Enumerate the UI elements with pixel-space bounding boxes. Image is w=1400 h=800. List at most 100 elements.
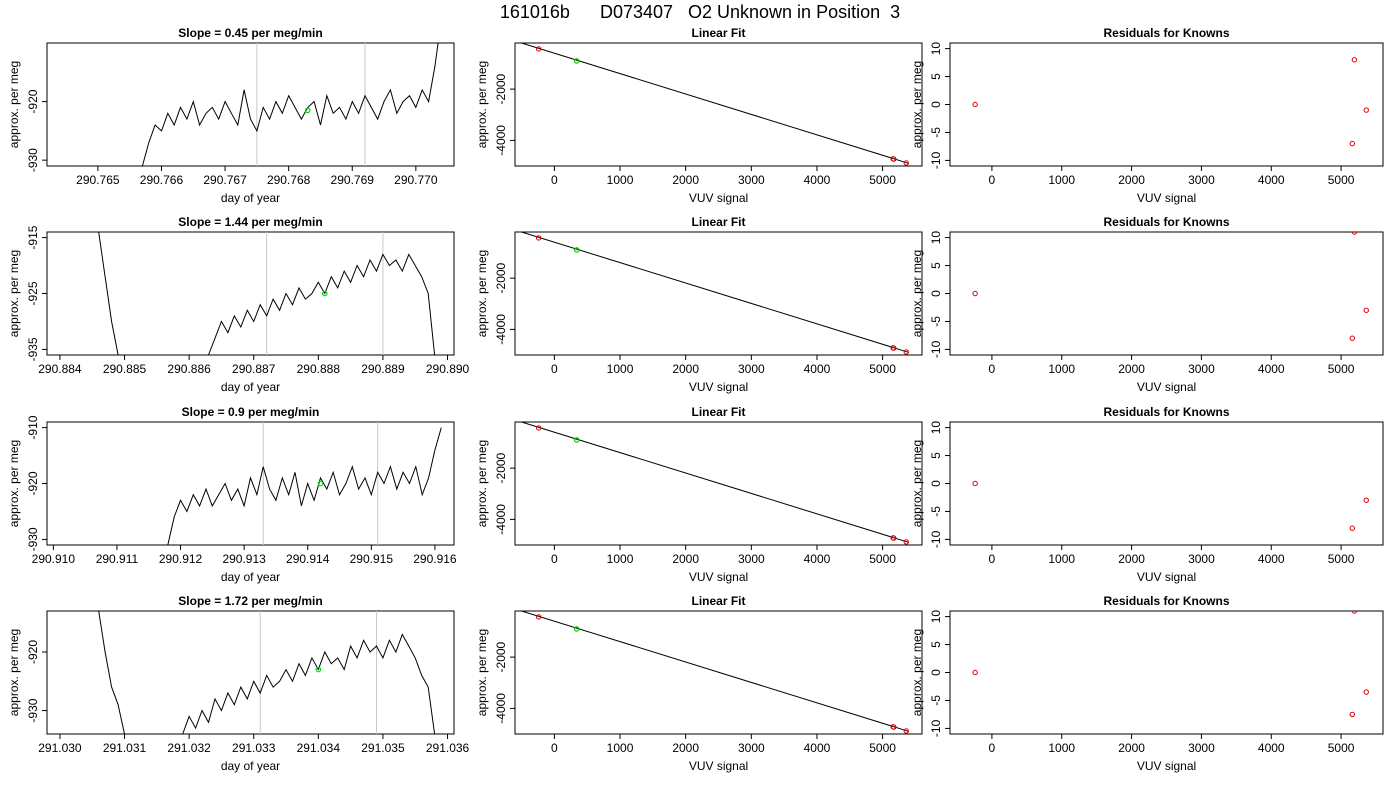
- y-tick-label: -10: [929, 530, 943, 548]
- x-tick-label: 290.910: [32, 552, 76, 566]
- data-line: [167, 427, 442, 545]
- plot-frame: [514, 610, 923, 735]
- y-tick-label: 5: [929, 73, 943, 80]
- unknown-point: [573, 247, 580, 253]
- y-tick-label: -2000: [494, 452, 508, 483]
- y-tick-label: 0: [929, 101, 943, 108]
- known-point: [903, 539, 909, 545]
- x-tick-label: 290.913: [222, 552, 266, 566]
- x-tick-label: 0: [989, 741, 996, 755]
- x-tick-label: 290.911: [96, 552, 139, 566]
- x-axis-label: day of year: [221, 380, 280, 394]
- x-tick-label: 290.890: [426, 362, 470, 376]
- x-tick-label: 1000: [1048, 362, 1075, 376]
- x-tick-label: 3000: [738, 741, 765, 755]
- x-tick-label: 4000: [1258, 552, 1285, 566]
- y-tick-label: -930: [26, 698, 40, 722]
- x-tick-label: 1000: [1048, 741, 1075, 755]
- y-axis-label: approx. per meg: [7, 629, 21, 716]
- x-axis-label: day of year: [221, 759, 280, 773]
- x-tick-label: 5000: [1328, 362, 1355, 376]
- x-tick-label: 290.885: [103, 362, 147, 376]
- fit-line: [521, 232, 910, 353]
- x-tick-label: 290.770: [394, 173, 438, 187]
- x-axis-label: VUV signal: [689, 570, 748, 584]
- unknown-point: [573, 626, 580, 632]
- x-axis-label: day of year: [221, 191, 280, 205]
- plot-panel-residuals-0: [945, 42, 1384, 171]
- residual-point: [972, 290, 978, 297]
- panel-title: Residuals for Knowns: [1103, 215, 1229, 229]
- x-tick-label: 3000: [1188, 173, 1215, 187]
- mean-marker: [321, 290, 328, 297]
- y-tick-label: -5: [929, 127, 943, 138]
- x-tick-label: 1000: [607, 173, 634, 187]
- x-tick-label: 5000: [1328, 741, 1355, 755]
- plot-frame: [949, 421, 1384, 546]
- fit-line: [521, 43, 910, 164]
- mean-marker: [315, 666, 322, 673]
- y-tick-label: -5: [929, 506, 943, 517]
- panel-title: Slope = 0.9 per meg/min: [182, 405, 320, 419]
- x-tick-label: 1000: [607, 741, 634, 755]
- panel-title: Residuals for Knowns: [1103, 26, 1229, 40]
- panel-title: Linear Fit: [691, 215, 745, 229]
- x-tick-label: 290.768: [267, 173, 311, 187]
- residual-point: [1351, 611, 1358, 614]
- x-tick-label: 1000: [607, 362, 634, 376]
- x-tick-label: 3000: [1188, 362, 1215, 376]
- x-axis-label: VUV signal: [1137, 759, 1196, 773]
- y-axis-label: approx. per meg: [7, 440, 21, 527]
- x-tick-label: 3000: [1188, 552, 1215, 566]
- plot-frame: [514, 421, 923, 546]
- x-tick-label: 291.034: [297, 741, 341, 755]
- residual-point: [1363, 497, 1369, 503]
- y-tick-label: -915: [26, 225, 40, 249]
- x-tick-label: 2000: [672, 552, 699, 566]
- x-tick-label: 0: [551, 362, 558, 376]
- x-tick-label: 0: [551, 552, 558, 566]
- known-point: [903, 728, 909, 734]
- panel-title: Linear Fit: [691, 594, 745, 608]
- x-tick-label: 0: [551, 741, 558, 755]
- panel-title: Residuals for Knowns: [1103, 594, 1229, 608]
- x-tick-label: 290.916: [413, 552, 457, 566]
- x-tick-label: 291.031: [103, 741, 147, 755]
- x-tick-label: 290.887: [232, 362, 276, 376]
- residual-point: [1363, 689, 1369, 695]
- unknown-point: [573, 58, 580, 64]
- x-tick-label: 290.888: [297, 362, 341, 376]
- plot-frame: [949, 231, 1384, 356]
- y-axis-label: approx. per meg: [7, 250, 21, 337]
- x-tick-label: 1000: [607, 552, 634, 566]
- x-tick-label: 3000: [738, 552, 765, 566]
- y-tick-label: 10: [929, 42, 943, 56]
- x-tick-label: 2000: [1118, 362, 1145, 376]
- x-tick-label: 0: [551, 173, 558, 187]
- y-axis-label: approx. per meg: [910, 61, 924, 148]
- known-point: [535, 614, 542, 620]
- data-line: [98, 232, 442, 355]
- x-tick-label: 290.914: [286, 552, 330, 566]
- x-tick-label: 0: [989, 173, 996, 187]
- x-tick-label: 5000: [869, 362, 896, 376]
- x-tick-label: 0: [989, 552, 996, 566]
- y-axis-label: approx. per meg: [475, 61, 489, 148]
- x-tick-label: 5000: [869, 173, 896, 187]
- x-tick-label: 290.769: [331, 173, 375, 187]
- plot-area: [98, 232, 442, 355]
- y-tick-label: -4000: [494, 504, 508, 535]
- x-tick-label: 4000: [1258, 741, 1285, 755]
- residual-point: [1349, 140, 1355, 147]
- known-point: [891, 724, 897, 730]
- mean-marker: [304, 107, 311, 114]
- x-tick-label: 3000: [1188, 741, 1215, 755]
- known-point: [903, 160, 909, 166]
- plot-panel-timeseries-1: [42, 231, 455, 360]
- y-tick-label: -920: [26, 89, 40, 113]
- fit-line: [521, 422, 910, 543]
- x-axis-label: VUV signal: [689, 759, 748, 773]
- plot-frame: [514, 42, 923, 167]
- x-axis-label: VUV signal: [1137, 191, 1196, 205]
